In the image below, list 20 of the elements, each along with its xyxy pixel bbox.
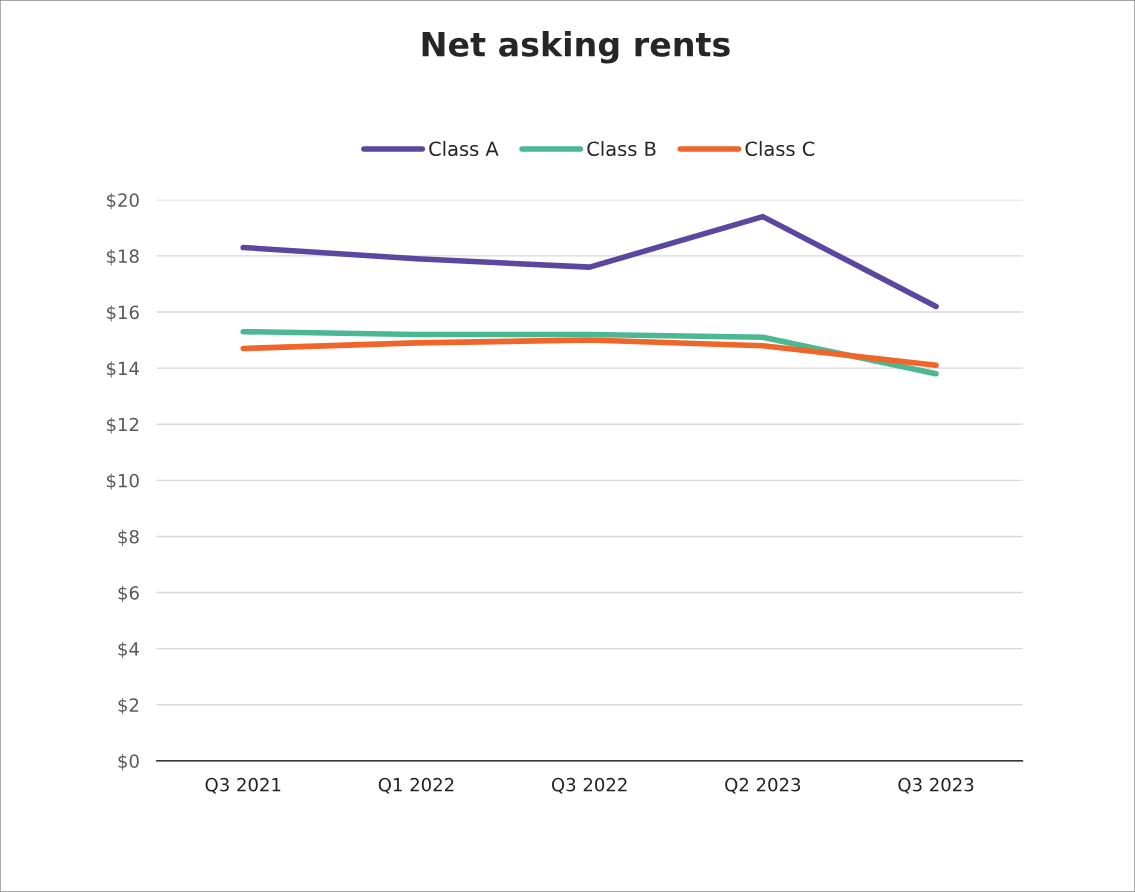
y-tick-label: $20 <box>107 192 139 210</box>
legend-label: Class B <box>587 141 656 157</box>
y-tick-label: $2 <box>118 697 139 715</box>
y-tick-label: $4 <box>118 641 139 659</box>
y-tick-label: $12 <box>107 417 139 434</box>
y-tick-label: $16 <box>107 305 139 322</box>
y-tick-label: $8 <box>118 529 139 546</box>
x-tick-label: Q1 2022 <box>378 777 454 794</box>
y-tick-label: $6 <box>118 585 139 603</box>
legend-label: Class A <box>429 141 499 157</box>
y-tick-label: $0 <box>118 754 139 771</box>
x-tick-label: Q3 2022 <box>551 777 627 794</box>
chart-title: Net asking rents <box>422 31 730 64</box>
y-tick-label: $10 <box>107 473 139 490</box>
x-tick-label: Q3 2023 <box>898 777 974 794</box>
y-tick-label: $18 <box>107 249 139 266</box>
y-tick-label: $14 <box>107 361 139 378</box>
x-tick-label: Q3 2021 <box>205 777 281 794</box>
legend-label: Class C <box>745 141 815 157</box>
x-tick-label: Q2 2023 <box>725 777 801 794</box>
